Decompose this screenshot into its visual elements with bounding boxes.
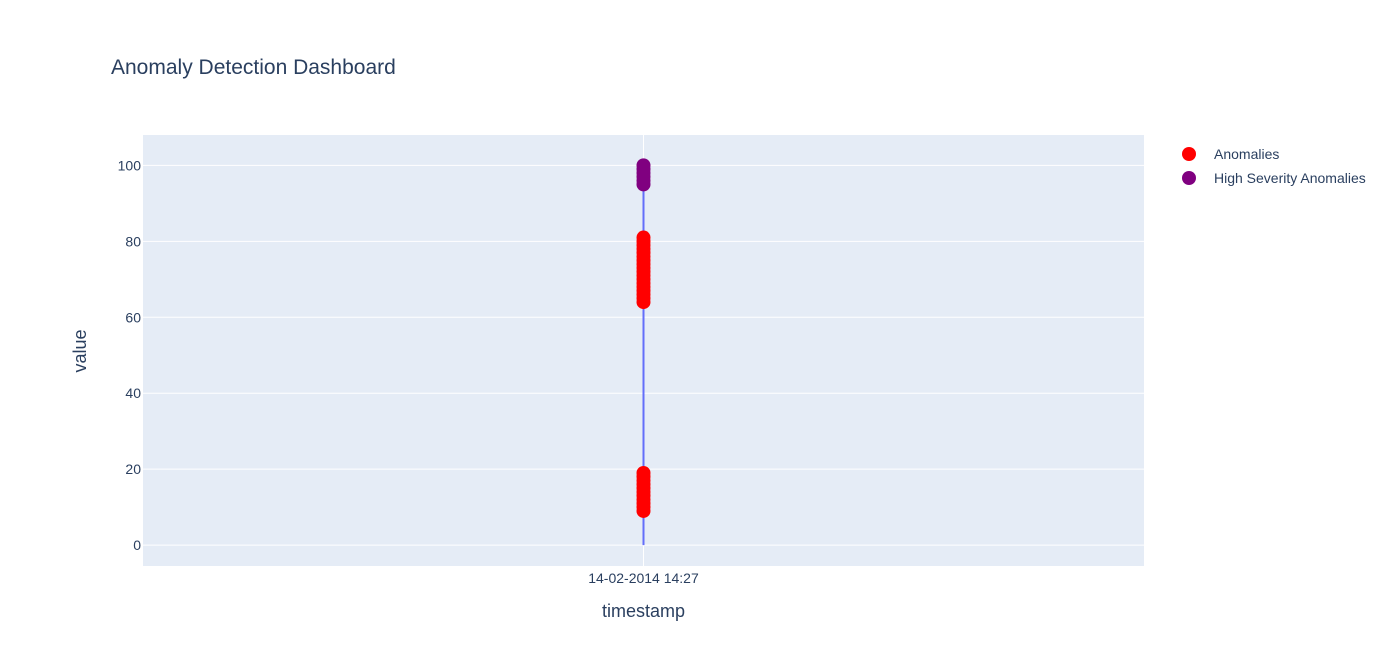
series-layer[interactable] xyxy=(636,158,651,546)
legend-label-high-severity: High Severity Anomalies xyxy=(1214,170,1366,186)
legend-label-anomalies: Anomalies xyxy=(1214,146,1279,162)
y-tick-label: 80 xyxy=(125,233,141,249)
legend-item-high-severity[interactable]: High Severity Anomalies xyxy=(1182,170,1366,186)
x-axis-title: timestamp xyxy=(602,601,685,621)
y-tick-label: 0 xyxy=(133,537,141,553)
y-axis-ticks: 0 20 40 60 80 100 xyxy=(118,157,142,553)
legend[interactable]: Anomalies High Severity Anomalies xyxy=(1182,146,1366,186)
x-axis-ticks: 14-02-2014 14:27 xyxy=(588,570,699,586)
x-tick-label: 14-02-2014 14:27 xyxy=(588,570,699,586)
legend-marker-anomalies xyxy=(1182,147,1196,161)
y-axis-title: value xyxy=(70,329,90,372)
anomaly-point[interactable] xyxy=(636,465,651,480)
legend-marker-high-severity xyxy=(1182,171,1196,185)
chart-title: Anomaly Detection Dashboard xyxy=(111,56,396,79)
anomaly-point[interactable] xyxy=(636,230,651,245)
y-tick-label: 40 xyxy=(125,385,141,401)
y-tick-label: 20 xyxy=(125,461,141,477)
y-tick-label: 100 xyxy=(118,157,142,173)
high-severity-point[interactable] xyxy=(636,158,651,173)
legend-item-anomalies[interactable]: Anomalies xyxy=(1182,146,1279,162)
y-tick-label: 60 xyxy=(125,309,141,325)
